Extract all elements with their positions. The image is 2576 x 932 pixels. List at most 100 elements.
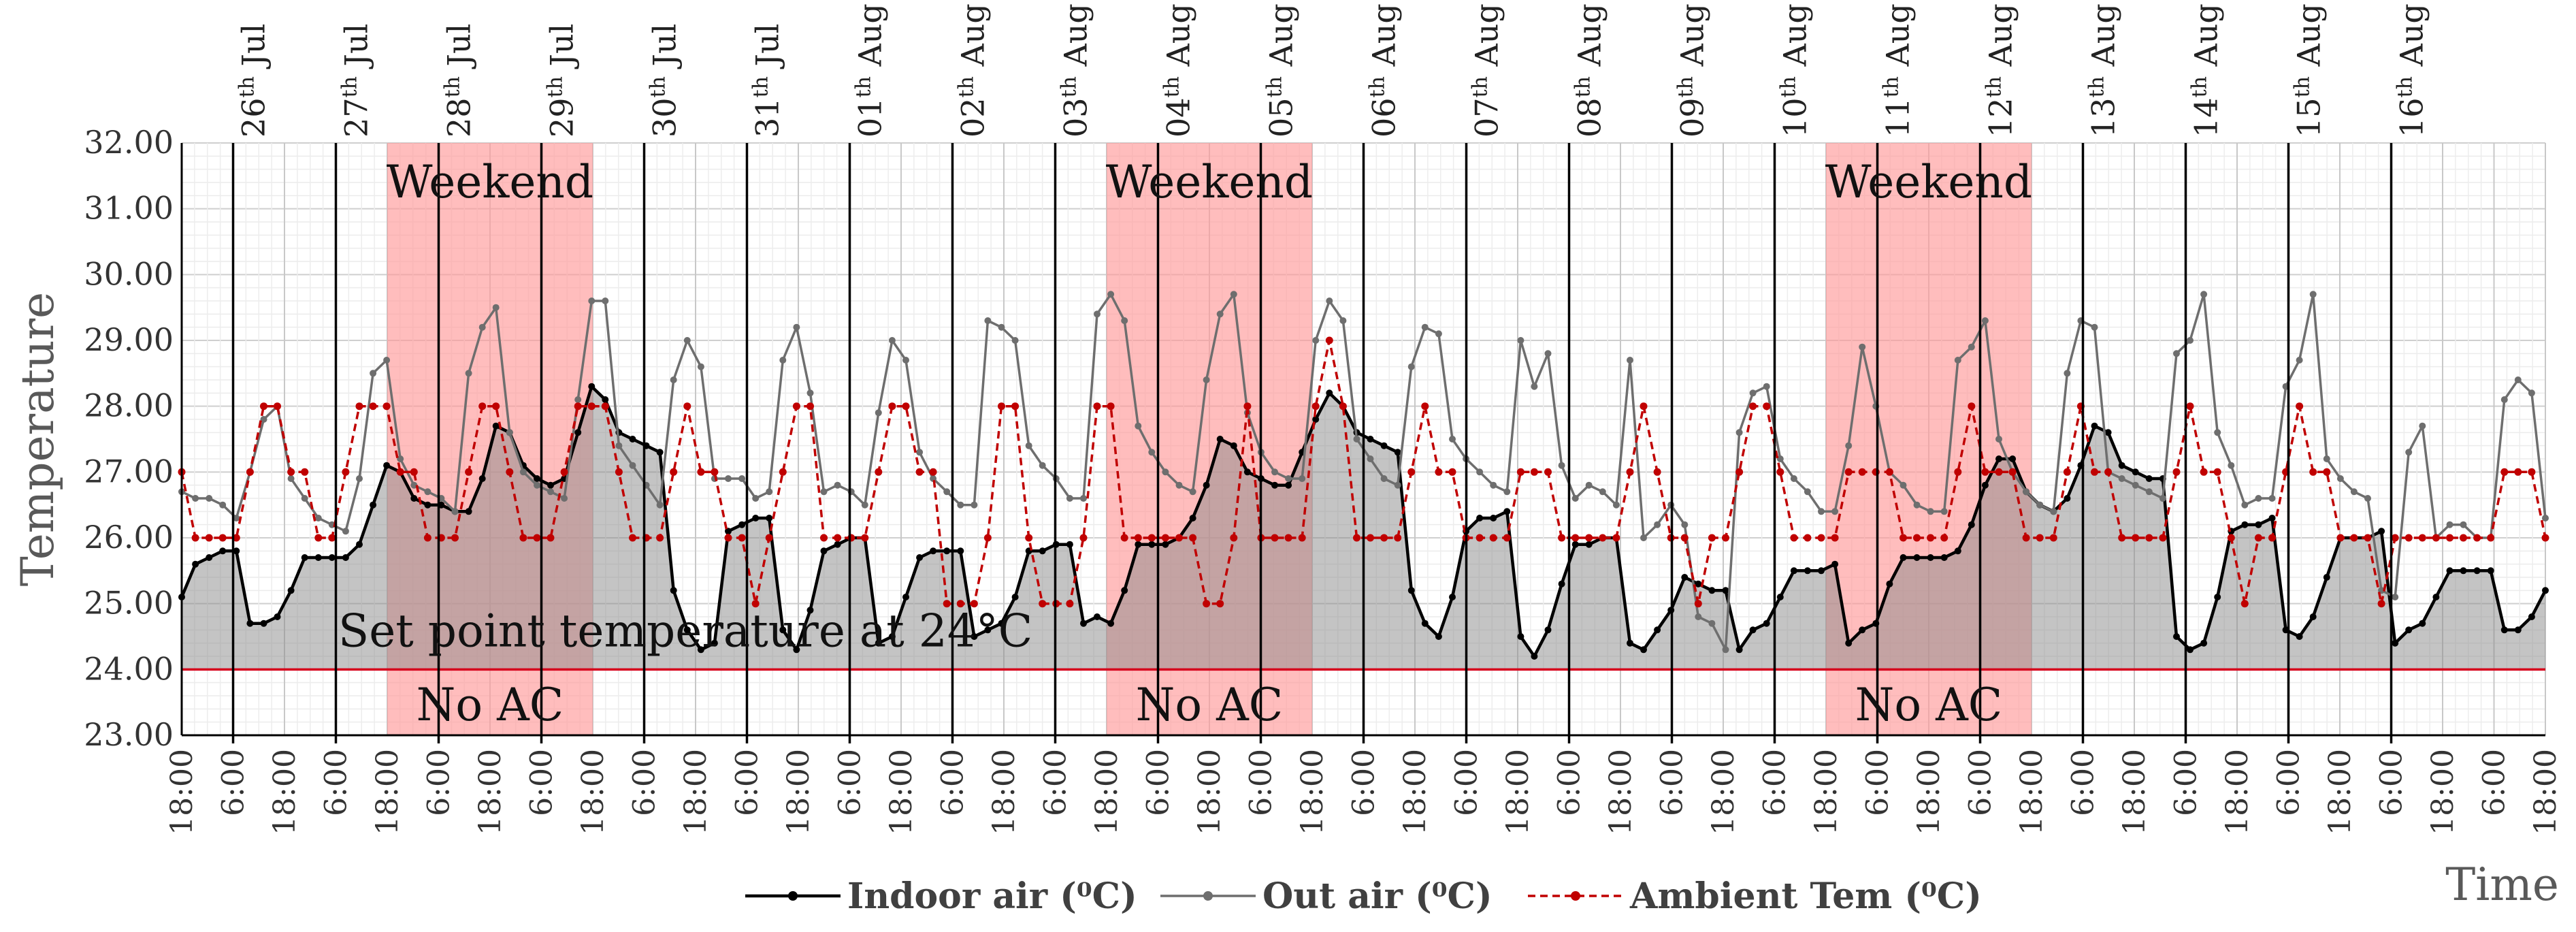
series-point-2 xyxy=(1407,468,1416,476)
series-point-0 xyxy=(2323,574,2330,581)
series-point-1 xyxy=(588,298,596,304)
series-point-2 xyxy=(806,402,814,411)
series-point-2 xyxy=(2323,468,2331,476)
series-point-2 xyxy=(2487,534,2495,542)
series-point-0 xyxy=(2241,521,2249,528)
series-point-0 xyxy=(1681,574,1689,581)
series-point-1 xyxy=(424,488,431,496)
series-point-2 xyxy=(1694,600,1702,608)
series-point-2 xyxy=(1981,468,1989,476)
series-point-0 xyxy=(260,620,267,627)
y-tick-label: 32.00 xyxy=(84,124,174,161)
series-point-1 xyxy=(820,488,828,496)
series-point-0 xyxy=(1039,547,1046,555)
series-point-2 xyxy=(1790,534,1798,542)
series-point-1 xyxy=(1818,508,1825,515)
series-point-0 xyxy=(1763,620,1770,627)
x-tick-label: 6:00 xyxy=(525,749,559,816)
x-tick-label: 6:00 xyxy=(1758,749,1793,816)
series-point-1 xyxy=(984,317,992,324)
series-point-0 xyxy=(1490,515,1497,521)
series-point-2 xyxy=(547,534,555,542)
series-point-1 xyxy=(1763,383,1770,390)
series-point-1 xyxy=(1708,620,1716,627)
series-point-0 xyxy=(424,501,431,509)
series-point-0 xyxy=(1913,554,1921,561)
series-point-1 xyxy=(697,363,704,370)
x-tick-label: 18:00 xyxy=(1192,749,1227,835)
x-tick-label: 18:00 xyxy=(370,749,405,835)
series-point-1 xyxy=(233,515,240,521)
series-point-0 xyxy=(1066,541,1073,548)
series-point-2 xyxy=(2528,468,2536,476)
date-label: 01th Aug xyxy=(852,3,889,138)
series-point-1 xyxy=(1640,534,1647,541)
series-point-1 xyxy=(451,508,459,515)
series-point-1 xyxy=(670,376,677,383)
series-point-2 xyxy=(1353,534,1360,542)
series-point-2 xyxy=(1243,402,1252,411)
series-point-0 xyxy=(1394,449,1401,456)
series-point-0 xyxy=(206,554,213,561)
x-tick-label: 18:00 xyxy=(2015,749,2049,835)
x-tick-label: 18:00 xyxy=(2117,749,2152,835)
series-point-0 xyxy=(1954,547,1961,555)
series-point-0 xyxy=(888,633,896,640)
series-point-1 xyxy=(957,501,964,509)
series-point-1 xyxy=(2446,521,2453,528)
setpoint-label: Set point temperature at 24°C xyxy=(338,605,1032,658)
x-tick-label: 6:00 xyxy=(1039,749,1073,816)
series-point-1 xyxy=(902,357,909,364)
series-point-0 xyxy=(2187,646,2194,654)
series-point-0 xyxy=(971,633,978,640)
series-point-1 xyxy=(725,475,732,482)
series-point-2 xyxy=(2132,534,2140,542)
series-point-1 xyxy=(1353,436,1360,443)
series-point-2 xyxy=(1817,534,1825,542)
series-point-0 xyxy=(779,626,787,634)
series-point-2 xyxy=(396,468,404,476)
x-tick-label: 18:00 xyxy=(781,749,816,835)
series-point-1 xyxy=(219,501,227,509)
series-point-0 xyxy=(1859,626,1866,634)
y-tick-label: 30.00 xyxy=(84,255,174,292)
series-point-2 xyxy=(2159,534,2167,542)
series-point-0 xyxy=(1421,620,1429,627)
series-point-1 xyxy=(1039,462,1046,469)
series-point-0 xyxy=(233,547,240,555)
series-point-2 xyxy=(1284,534,1292,542)
series-point-2 xyxy=(1968,402,1976,411)
series-point-2 xyxy=(2377,600,2385,608)
series-point-0 xyxy=(1722,587,1729,594)
x-tick-label: 6:00 xyxy=(2272,749,2306,816)
series-point-0 xyxy=(711,639,718,647)
series-point-2 xyxy=(328,534,336,542)
series-point-1 xyxy=(1449,436,1456,443)
series-point-1 xyxy=(506,429,513,436)
x-tick-label: 6:00 xyxy=(1347,749,1382,816)
series-point-2 xyxy=(246,468,254,476)
series-point-1 xyxy=(301,495,308,502)
series-point-2 xyxy=(929,468,937,476)
series-point-1 xyxy=(2514,376,2522,383)
series-point-0 xyxy=(820,547,828,555)
series-point-2 xyxy=(1011,402,1020,411)
x-tick-label: 18:00 xyxy=(1809,749,1844,835)
series-point-0 xyxy=(984,626,992,634)
series-point-0 xyxy=(2460,567,2467,575)
series-point-1 xyxy=(342,528,349,535)
series-point-1 xyxy=(2132,481,2139,489)
series-point-0 xyxy=(725,528,732,535)
series-point-1 xyxy=(2364,495,2371,502)
series-point-2 xyxy=(369,402,377,411)
series-point-0 xyxy=(2392,639,2399,647)
series-point-2 xyxy=(820,534,828,542)
series-point-2 xyxy=(1858,468,1866,476)
x-tick-label: 6:00 xyxy=(1450,749,1484,816)
no-ac-label: No AC xyxy=(1855,679,2003,731)
series-point-0 xyxy=(1571,541,1579,548)
y-axis-title: Temperature xyxy=(12,292,64,586)
series-point-1 xyxy=(2405,449,2413,456)
series-point-1 xyxy=(519,468,527,476)
series-point-2 xyxy=(902,402,910,411)
